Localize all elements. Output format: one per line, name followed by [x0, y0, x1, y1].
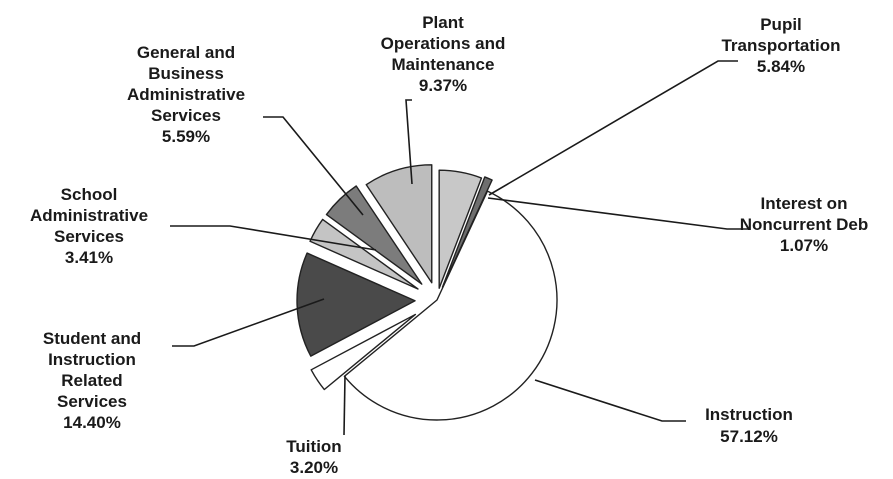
- slice-percent-instruction: 57.12%: [720, 427, 778, 446]
- slice-percent-plant: 9.37%: [419, 76, 467, 95]
- slice-label-line-student: Services: [57, 392, 127, 411]
- slice-label-line-tuition: Tuition: [286, 437, 341, 456]
- slice-label-line-pupil: Pupil: [760, 15, 802, 34]
- pie-slice-school: [309, 218, 419, 290]
- slice-label-interest: Interest on Noncurrent Deb 1.07%: [740, 194, 868, 255]
- slice-label-general: General and Business Administrative Service…: [127, 43, 245, 146]
- slice-label-plant: Plant Operations and Maintenance 9.37%: [381, 13, 506, 95]
- slice-label-line-interest: Noncurrent Deb: [740, 215, 868, 234]
- slice-label-line-school: Administrative: [30, 206, 148, 225]
- slice-percent-school: 3.41%: [65, 248, 113, 267]
- leader-line-student: [172, 298, 325, 347]
- pie-slice-plant: [365, 164, 433, 284]
- leader-line-pupil: [488, 60, 738, 196]
- slice-label-line-general: Business: [148, 64, 224, 83]
- slice-label-line-student: Student and: [43, 329, 141, 348]
- leader-line-school: [170, 225, 377, 251]
- pie-slice-instruction: [343, 190, 558, 421]
- slice-label-line-student: Related: [61, 371, 122, 390]
- leader-lines: [170, 60, 750, 436]
- pie-slice-student: [296, 252, 416, 357]
- slice-labels: Pupil Transportation 5.84% Interest on Noncu…: [30, 13, 868, 477]
- slice-label-student: Student and Instruction Related Services 14.…: [43, 329, 141, 432]
- leader-line-instruction: [534, 379, 686, 422]
- leader-line-interest: [487, 197, 750, 230]
- slice-label-line-general: General and: [137, 43, 235, 62]
- slice-label-pupil: Pupil Transportation 5.84%: [721, 15, 840, 76]
- slice-label-instruction: Instruction 57.12%: [705, 405, 793, 446]
- slice-percent-interest: 1.07%: [780, 236, 828, 255]
- pie-slice-general: [325, 185, 423, 285]
- slice-label-line-plant: Operations and: [381, 34, 506, 53]
- leader-line-plant: [405, 99, 413, 185]
- leader-line-tuition: [343, 375, 346, 436]
- slice-percent-general: 5.59%: [162, 127, 210, 146]
- slice-label-line-school: School: [61, 185, 118, 204]
- slice-label-line-general: Administrative: [127, 85, 245, 104]
- slice-label-line-pupil: Transportation: [721, 36, 840, 55]
- slice-label-line-plant: Plant: [422, 13, 464, 32]
- slice-label-line-interest: Interest on: [761, 194, 848, 213]
- slice-label-line-school: Services: [54, 227, 124, 246]
- slice-percent-pupil: 5.84%: [757, 57, 805, 76]
- slice-percent-student: 14.40%: [63, 413, 121, 432]
- pie-slice-tuition: [310, 313, 417, 391]
- pie-slice-interest: [441, 176, 493, 288]
- slice-label-line-plant: Maintenance: [392, 55, 495, 74]
- slice-percent-tuition: 3.20%: [290, 458, 338, 477]
- pie-slice-pupil: [438, 169, 483, 289]
- slice-label-line-instruction: Instruction: [705, 405, 793, 424]
- slice-label-line-student: Instruction: [48, 350, 136, 369]
- slice-label-line-general: Services: [151, 106, 221, 125]
- pie-slices: [296, 164, 558, 421]
- leader-line-general: [263, 116, 364, 216]
- slice-label-tuition: Tuition 3.20%: [286, 437, 341, 477]
- slice-label-school: School Administrative Services 3.41%: [30, 185, 148, 267]
